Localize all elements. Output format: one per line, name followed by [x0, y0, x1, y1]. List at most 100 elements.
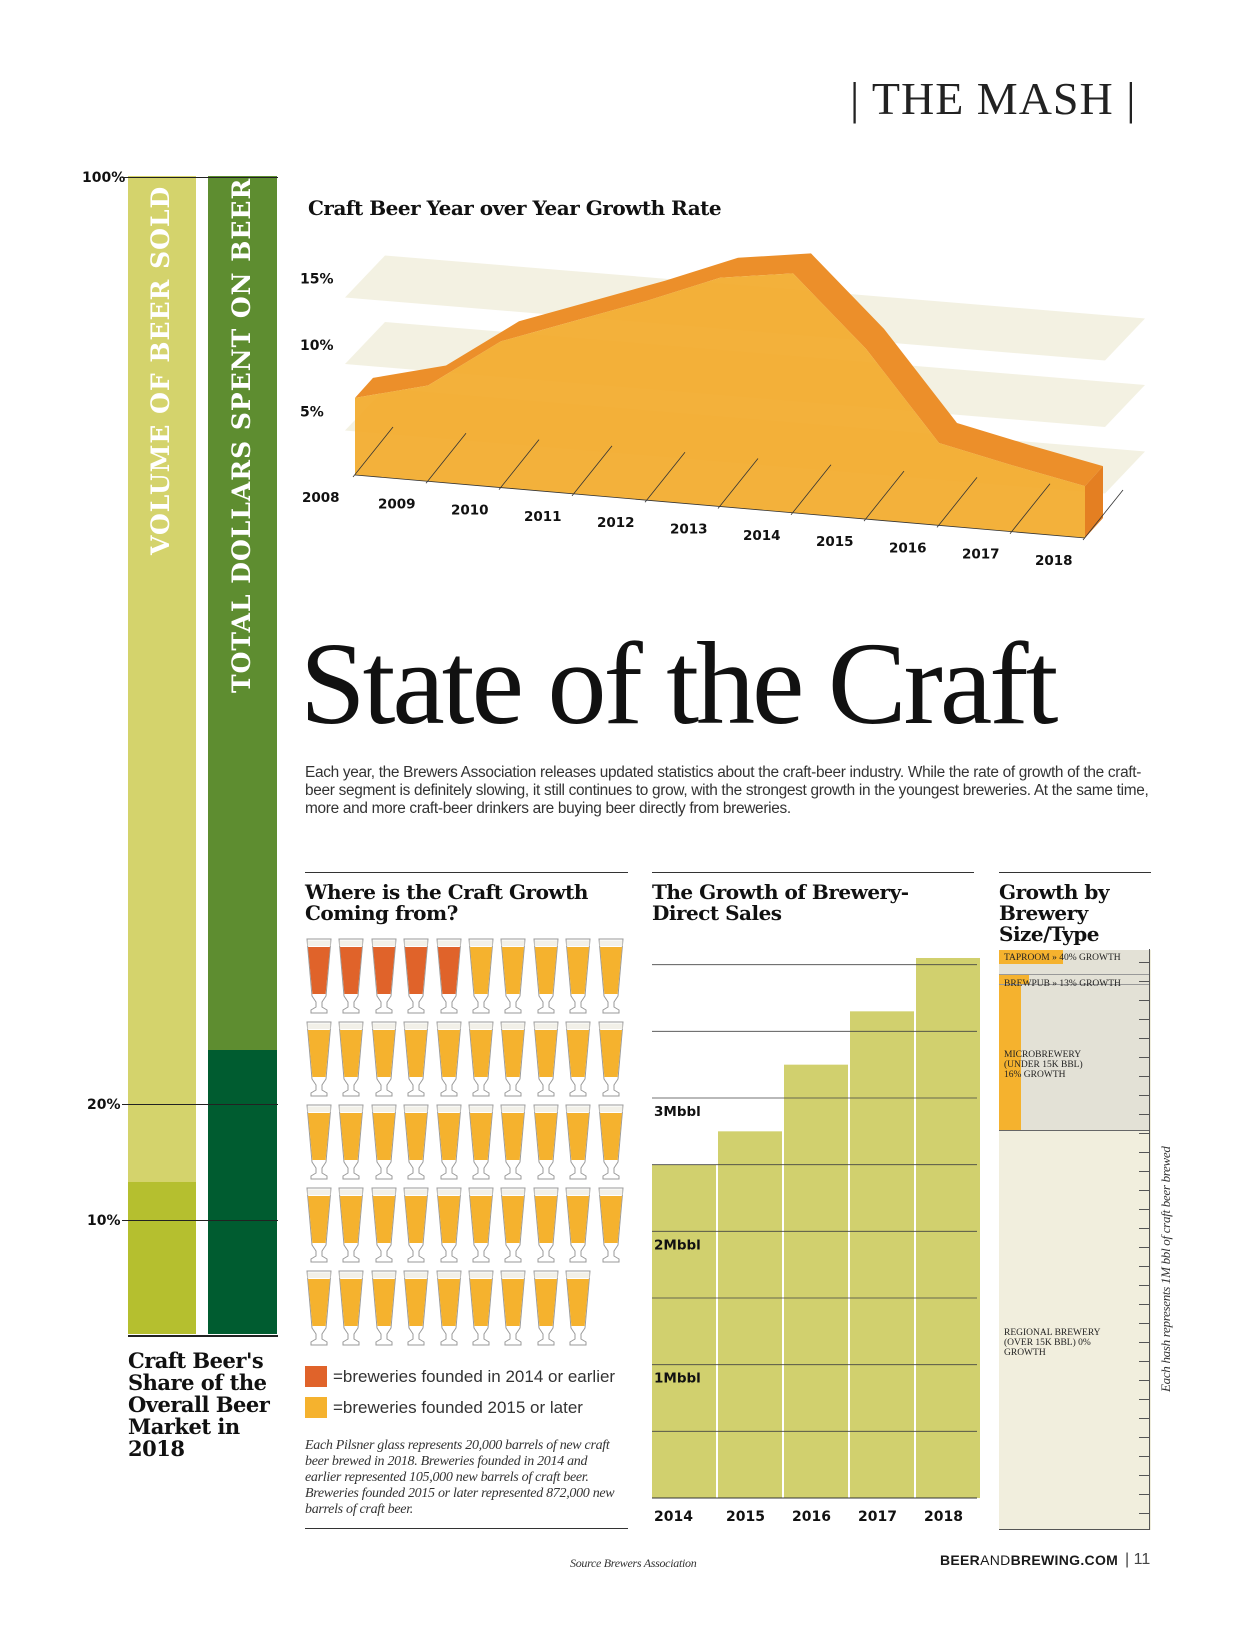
hash-marks	[1139, 950, 1151, 1530]
sales-bar	[850, 1011, 914, 1498]
site-beer: BEER	[940, 1552, 981, 1568]
glass-newer	[403, 1104, 429, 1180]
glass-newer	[598, 1021, 624, 1097]
intro-paragraph: Each year, the Brewers Association relea…	[305, 764, 1149, 817]
glass-newer	[468, 938, 494, 1014]
hash-mark	[1139, 1285, 1149, 1286]
glass-older	[306, 938, 332, 1014]
hash-mark	[1139, 1152, 1149, 1153]
glass-older	[338, 938, 364, 1014]
hash-mark	[1139, 1494, 1149, 1495]
growth-rate-title: Craft Beer Year over Year Growth Rate	[308, 196, 722, 220]
glass-older	[371, 938, 397, 1014]
hash-mark	[1139, 1513, 1149, 1514]
hash-mark	[1139, 1095, 1149, 1096]
floor-front	[354, 474, 1086, 539]
hash-mark	[1139, 1342, 1149, 1343]
glass-newer	[403, 1021, 429, 1097]
source-credit: Source Brewers Association	[570, 1556, 697, 1570]
x-tick-label: 2016	[792, 1509, 831, 1525]
glass-newer	[468, 1270, 494, 1346]
glass-newer	[533, 1270, 559, 1346]
hash-mark	[1139, 1361, 1149, 1362]
legend-older: =breweries founded in 2014 or earlier	[333, 1367, 616, 1386]
hash-mark	[1139, 1475, 1149, 1476]
glass-newer	[371, 1270, 397, 1346]
x-tick-label: 2013	[670, 522, 708, 538]
gridline-10	[122, 1220, 278, 1221]
share-chart: 100% 20% 10% VOLUME OF BEER SOLD TOTAL D…	[70, 170, 290, 1460]
hash-mark	[1139, 1456, 1149, 1457]
growth-source-heading: Where is the Craft Growth Coming from?	[305, 880, 588, 925]
brewpub-label: BREWPUB » 13% GROWTH	[1004, 979, 1121, 989]
glass-newer	[565, 1104, 591, 1180]
floor-line	[498, 439, 540, 490]
x-tick-label: 2010	[451, 503, 489, 519]
section-rule	[652, 872, 974, 873]
x-tick-label: 2014	[654, 1509, 693, 1525]
section-rule-bottom	[305, 1528, 628, 1529]
sales-bar	[652, 1164, 716, 1498]
hash-mark	[1139, 1304, 1149, 1305]
floor-line	[571, 445, 613, 497]
y-tick-label: 1Mbbl	[654, 1371, 701, 1387]
brewpub-bar	[999, 974, 1029, 984]
gridline-0	[128, 1335, 278, 1337]
glass-newer	[306, 1187, 332, 1263]
glass-newer	[533, 1104, 559, 1180]
glass-older	[436, 938, 462, 1014]
glass-newer	[500, 1187, 526, 1263]
glass-newer	[306, 1104, 332, 1180]
x-tick-label: 2018	[924, 1509, 963, 1525]
floor-line	[1009, 483, 1051, 534]
page-title: State of the Craft	[300, 618, 1058, 749]
taproom-bar	[999, 950, 1063, 964]
taproom-label: TAPROOM » 40% GROWTH	[1004, 953, 1121, 963]
glass-newer	[306, 1021, 332, 1097]
floor-line	[644, 451, 686, 503]
glass-newer	[565, 1187, 591, 1263]
gridline-20	[122, 1104, 278, 1105]
glass-newer	[436, 1270, 462, 1346]
hash-mark	[1139, 1437, 1149, 1438]
glass-newer	[598, 1104, 624, 1180]
hash-mark	[1139, 1038, 1149, 1039]
glass-newer	[436, 1021, 462, 1097]
glass-newer	[500, 1270, 526, 1346]
glass-newer	[533, 1187, 559, 1263]
section-rule	[305, 872, 628, 873]
hash-mark	[1139, 1380, 1149, 1381]
area-ridge	[355, 253, 1103, 487]
glass-newer	[533, 938, 559, 1014]
volume-bar	[128, 176, 196, 1334]
glass-newer	[371, 1104, 397, 1180]
sales-bar	[916, 958, 980, 1498]
glass-older	[403, 938, 429, 1014]
floor-line	[936, 477, 978, 528]
hash-mark	[1139, 1019, 1149, 1020]
hash-mark	[1139, 1114, 1149, 1115]
size-chart: TAPROOM » 40% GROWTH BREWPUB » 13% GROWT…	[999, 949, 1151, 1530]
y-tick-label: 15%	[300, 272, 334, 288]
y-tick-label: 5%	[300, 405, 324, 421]
volume-craft-share	[128, 1182, 196, 1334]
page-number: | 11	[1125, 1551, 1151, 1568]
micro-divider	[999, 984, 1149, 985]
tick-label-20: 20%	[87, 1097, 121, 1113]
size-divider	[999, 1130, 1149, 1131]
glass-newer	[500, 938, 526, 1014]
hash-mark	[1139, 1000, 1149, 1001]
x-tick-label: 2015	[726, 1509, 765, 1525]
tick-label-10: 10%	[87, 1213, 121, 1229]
site-and: AND	[980, 1552, 1011, 1568]
floor-line	[425, 433, 467, 484]
glass-newer	[436, 1187, 462, 1263]
y-tick-label: 2Mbbl	[654, 1237, 701, 1253]
x-tick-label: 2014	[743, 528, 781, 544]
hash-mark	[1139, 1228, 1149, 1229]
x-tick-label: 2008	[302, 490, 340, 506]
hash-mark	[1139, 1399, 1149, 1400]
x-tick-label: 2009	[378, 496, 416, 512]
volume-bar-label: VOLUME OF BEER SOLD	[146, 185, 175, 555]
legend-swatch-newer	[305, 1397, 327, 1418]
